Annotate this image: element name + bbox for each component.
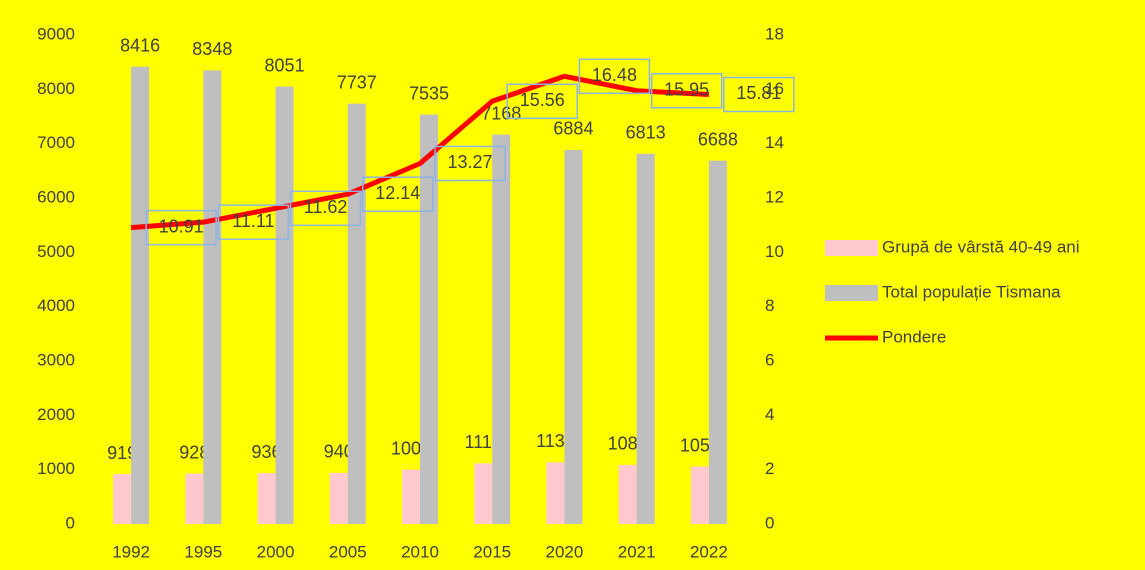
y-tick-label: 6000 [37, 187, 75, 206]
bar [546, 462, 565, 524]
bar [564, 149, 583, 524]
data-label-box [145, 209, 217, 246]
y-tick-label: 9000 [37, 24, 75, 43]
data-label: 7535 [409, 83, 449, 103]
y2-tick-label: 18 [765, 24, 784, 43]
data-label: 12.14 [375, 183, 420, 203]
x-tick-label: 2010 [401, 542, 439, 561]
data-label: 10.91 [159, 216, 204, 236]
bar [420, 114, 438, 525]
data-label-box [289, 190, 362, 227]
y2-tick-label: 14 [765, 133, 784, 152]
data-label: 936 [252, 442, 282, 462]
x-tick-label: 2005 [329, 542, 367, 561]
y2-tick-label: 4 [765, 405, 774, 424]
data-label: 8348 [192, 39, 232, 59]
bar [636, 153, 655, 524]
y2-tick-label: 12 [765, 187, 784, 206]
x-tick-label: 2020 [546, 542, 584, 561]
bar [131, 66, 150, 525]
data-label-box [578, 58, 651, 95]
legend-label: Total populație Tismana [882, 282, 1061, 301]
y-tick-label: 0 [66, 513, 75, 532]
x-tick-label: 2000 [257, 542, 295, 561]
bar [402, 469, 420, 524]
data-label: 928 [179, 442, 209, 462]
data-label: 8051 [265, 55, 305, 75]
data-label: 15.95 [664, 79, 709, 99]
x-tick-label: 2022 [690, 542, 728, 561]
x-tick-label: 1992 [112, 542, 150, 561]
bar [708, 160, 727, 525]
data-label: 6813 [626, 123, 666, 143]
y2-tick-label: 8 [765, 296, 774, 315]
data-label: 16.48 [592, 65, 637, 85]
data-label-box [217, 204, 290, 240]
data-label: 919 [107, 443, 137, 463]
data-label: 11.62 [304, 197, 348, 217]
bar [347, 103, 366, 525]
bar [275, 86, 294, 525]
bar [329, 472, 348, 524]
y-tick-label: 5000 [37, 242, 75, 261]
x-tick-label: 2021 [618, 542, 656, 561]
bar [113, 474, 132, 524]
x-tick-label: 1995 [184, 542, 222, 561]
bar [185, 473, 204, 524]
data-label-box [434, 145, 506, 182]
bar [492, 134, 511, 524]
data-label: 940 [324, 442, 354, 462]
y-tick-label: 2000 [37, 405, 75, 424]
data-label: 15.56 [520, 90, 565, 110]
legend-swatch [825, 240, 878, 256]
data-label: 6884 [553, 119, 593, 139]
legend-label: Pondere [882, 327, 946, 346]
data-label: 15.81 [736, 83, 781, 103]
y2-tick-label: 6 [765, 350, 774, 369]
legend-swatch [825, 285, 878, 301]
x-tick-label: 2015 [473, 542, 511, 561]
data-label-box [723, 76, 795, 113]
bar [618, 464, 637, 524]
y2-tick-label: 16 [765, 79, 784, 98]
data-label: 6688 [698, 129, 738, 149]
bar [203, 70, 222, 525]
data-label-box [506, 83, 578, 120]
bar [257, 473, 276, 524]
data-label: 7737 [337, 72, 377, 92]
y2-tick-label: 2 [765, 459, 774, 478]
y-tick-label: 1000 [37, 459, 75, 478]
data-label: 8416 [120, 35, 160, 55]
y2-tick-label: 0 [765, 513, 774, 532]
y-tick-label: 7000 [37, 133, 75, 152]
bar [474, 463, 493, 524]
y-tick-label: 4000 [37, 296, 75, 315]
y-tick-label: 8000 [37, 79, 75, 98]
data-label: 13.27 [447, 152, 492, 172]
data-label: 11.11 [232, 211, 274, 231]
legend-label: Grupă de vârstă 40-49 ani [882, 237, 1080, 256]
y-tick-label: 3000 [37, 350, 75, 369]
data-label-box [650, 72, 723, 109]
y2-tick-label: 10 [765, 242, 784, 261]
data-label-box [362, 176, 434, 212]
bar [690, 466, 709, 524]
line [130, 73, 710, 231]
